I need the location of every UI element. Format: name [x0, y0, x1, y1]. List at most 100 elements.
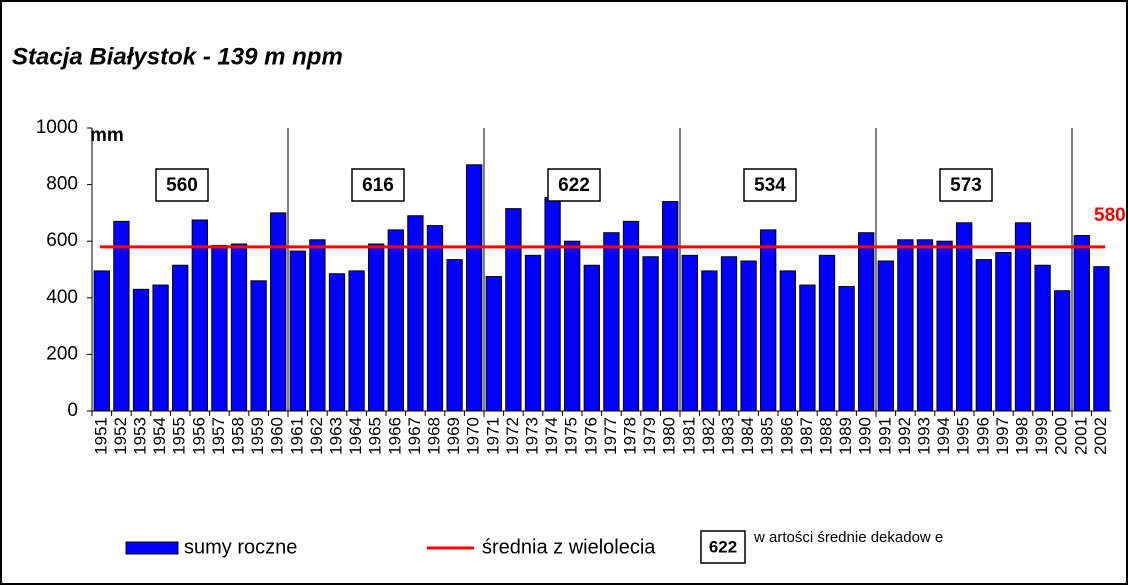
x-tick-label: 1953	[130, 417, 149, 455]
bar	[289, 250, 306, 412]
x-tick-label: 2002	[1091, 417, 1110, 455]
x-tick-label: 1955	[170, 417, 189, 455]
bar	[858, 232, 875, 412]
bar	[446, 259, 463, 412]
x-tick-label: 1960	[268, 417, 287, 455]
x-tick-label: 1965	[366, 417, 385, 455]
bar	[622, 220, 640, 412]
x-tick-label: 1973	[522, 417, 541, 455]
bar	[387, 229, 404, 412]
x-tick-label: 1951	[91, 417, 110, 455]
bar	[250, 280, 267, 412]
x-tick-label: 1994	[934, 417, 953, 455]
decade-mean-box	[155, 168, 209, 202]
chart-title: Stacja Białystok - 139 m npm	[12, 43, 343, 70]
x-tick-label: 2001	[1071, 417, 1090, 455]
x-tick-label: 1961	[287, 417, 306, 455]
legend-label: w artości średnie dekadow e	[753, 529, 943, 546]
mean-label: 580	[1094, 205, 1126, 226]
x-tick-label: 1969	[444, 417, 463, 455]
bar	[191, 219, 208, 412]
x-tick-label: 1993	[914, 417, 933, 455]
x-tick-label: 1988	[816, 417, 835, 455]
bar	[328, 273, 346, 412]
x-tick-label: 1996	[973, 417, 992, 455]
bar	[152, 284, 169, 412]
x-tick-label: 1991	[875, 417, 894, 455]
bar	[740, 260, 757, 412]
bar	[956, 222, 973, 412]
bar	[603, 232, 620, 412]
x-tick-label: 1964	[346, 417, 365, 455]
bar	[309, 239, 326, 412]
y-tick-label: 800	[46, 174, 78, 195]
bar	[426, 225, 444, 412]
decade-mean-label: 616	[362, 175, 394, 196]
bar	[348, 270, 365, 412]
x-tick-label: 1981	[679, 417, 698, 455]
bar	[818, 254, 836, 412]
bar	[172, 264, 189, 412]
x-tick-label: 1987	[797, 417, 816, 455]
bar	[1054, 290, 1071, 412]
x-tick-label: 1978	[620, 417, 639, 455]
x-tick-label: 1952	[111, 417, 130, 455]
y-tick-label: 400	[46, 287, 78, 308]
x-tick-label: 2000	[1052, 417, 1071, 455]
bar	[93, 270, 110, 412]
decade-mean-box	[939, 168, 993, 202]
x-tick-label: 1983	[718, 417, 737, 455]
bar	[270, 212, 287, 412]
bar	[877, 260, 894, 412]
bar	[211, 244, 228, 412]
bar	[113, 220, 130, 412]
bar	[1093, 266, 1110, 412]
y-tick-label: 0	[67, 400, 78, 421]
x-tick-label: 1972	[503, 417, 522, 455]
bar	[936, 240, 953, 412]
bar	[779, 270, 796, 412]
legend-label: sumy roczne	[184, 536, 297, 558]
bar	[662, 201, 679, 412]
x-tick-label: 1980	[660, 417, 679, 455]
bar	[701, 270, 718, 412]
x-tick-label: 1992	[895, 417, 914, 455]
bar	[132, 288, 150, 412]
x-tick-label: 1959	[248, 417, 267, 455]
bar	[799, 284, 816, 412]
bar	[720, 256, 738, 412]
decade-mean-label: 573	[950, 175, 982, 196]
y-tick-label: 600	[46, 230, 78, 251]
x-tick-label: 1989	[836, 417, 855, 455]
y-tick-label: 1000	[36, 117, 78, 138]
bar	[681, 254, 698, 412]
bar	[642, 256, 659, 412]
bar	[505, 208, 522, 412]
y-tick-label: 200	[46, 343, 78, 364]
x-tick-label: 1968	[424, 417, 443, 455]
bar	[230, 243, 248, 412]
decade-mean-label: 534	[754, 175, 786, 196]
bar	[1034, 264, 1051, 412]
x-tick-label: 1985	[758, 417, 777, 455]
x-tick-label: 1986	[777, 417, 796, 455]
x-tick-label: 1976	[581, 417, 600, 455]
decade-mean-label: 560	[166, 175, 198, 196]
bar	[407, 215, 424, 412]
legend-sample: 622	[709, 537, 737, 556]
legend-swatch	[700, 530, 746, 564]
x-tick-label: 1957	[209, 417, 228, 455]
bar	[485, 276, 502, 412]
x-tick-label: 1975	[562, 417, 581, 455]
x-tick-label: 1995	[954, 417, 973, 455]
decade-mean-label: 622	[558, 175, 590, 196]
bar	[466, 164, 483, 412]
x-tick-label: 1974	[542, 417, 561, 455]
bar	[760, 229, 777, 412]
bar	[544, 196, 561, 412]
legend-label: średnia z wielolecia	[482, 536, 656, 558]
x-tick-label: 1962	[307, 417, 326, 455]
legend-swatch	[125, 541, 179, 555]
decade-mean-box	[547, 168, 601, 202]
